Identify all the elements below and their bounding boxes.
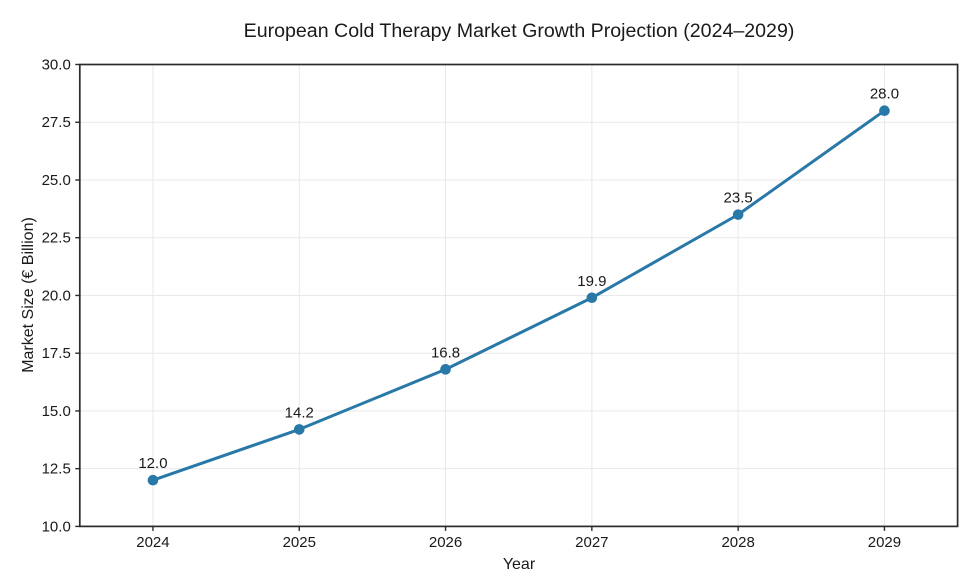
y-tick-label: 17.5 <box>42 345 71 362</box>
y-tick-label: 20.0 <box>42 287 71 304</box>
x-tick-label: 2026 <box>429 534 462 551</box>
y-tick-label: 12.5 <box>42 461 71 478</box>
data-point-marker <box>732 209 744 220</box>
data-point-label: 23.5 <box>724 190 753 207</box>
y-tick-label: 27.5 <box>42 114 71 131</box>
data-point-label: 14.2 <box>285 404 314 421</box>
chart-title: European Cold Therapy Market Growth Proj… <box>243 19 795 42</box>
x-axis-label: Year <box>502 555 536 573</box>
data-point-label: 16.8 <box>431 344 460 361</box>
data-point-marker <box>293 424 305 435</box>
data-point-label: 12.0 <box>138 455 167 472</box>
y-axis-label: Market Size (€ Billion) <box>20 217 37 373</box>
x-tick-label: 2029 <box>868 534 901 551</box>
data-line <box>151 109 886 482</box>
x-tick-label: 2024 <box>136 534 169 551</box>
data-point-marker <box>879 105 890 116</box>
y-tick-label: 15.0 <box>42 403 71 420</box>
data-point-label: 19.9 <box>577 273 606 290</box>
data-point-marker <box>147 474 159 486</box>
axes-frame <box>78 63 959 528</box>
data-point-marker <box>586 292 598 304</box>
x-tick-label: 2025 <box>283 534 316 551</box>
data-point-label: 28.0 <box>870 86 899 103</box>
y-tick-label: 30.0 <box>42 57 71 74</box>
y-tick-label: 10.0 <box>42 518 71 535</box>
x-tick-label: 2028 <box>721 534 754 551</box>
data-point-marker <box>440 364 451 375</box>
y-tick-label: 22.5 <box>42 230 71 247</box>
y-tick-label: 25.0 <box>42 172 71 189</box>
x-tick-label: 2027 <box>575 534 608 551</box>
